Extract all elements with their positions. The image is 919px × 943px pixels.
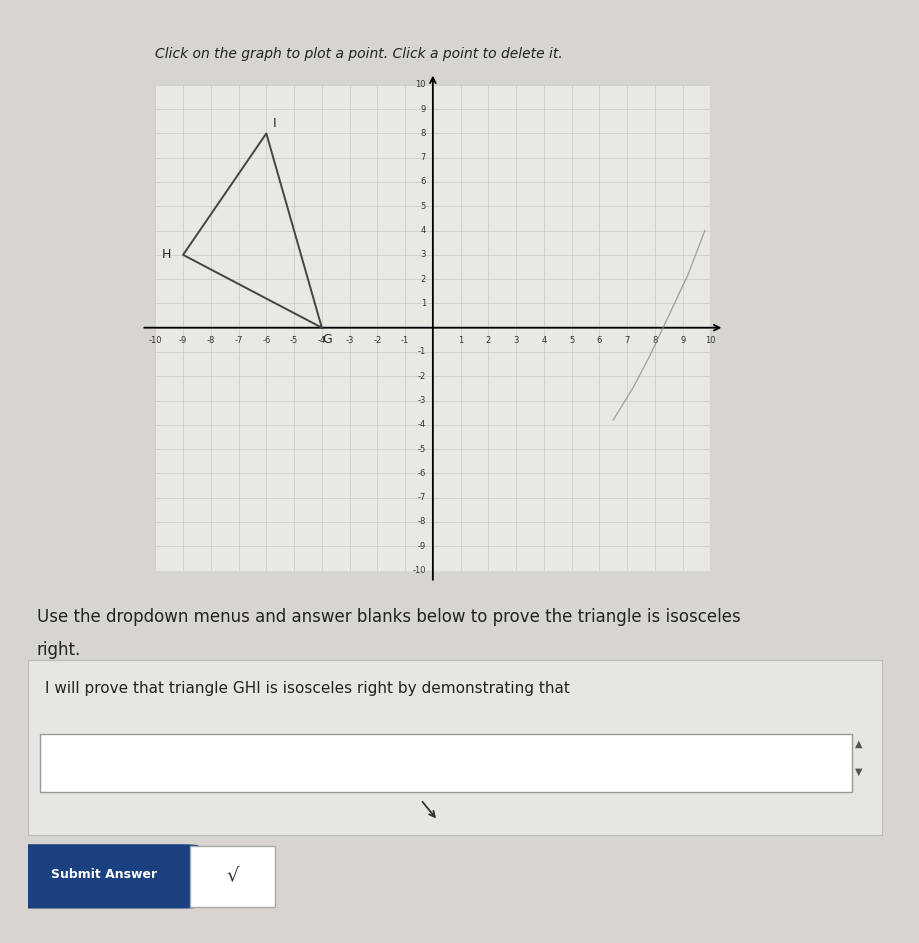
FancyBboxPatch shape: [10, 845, 199, 908]
Text: 10: 10: [705, 337, 716, 345]
Text: 10: 10: [415, 80, 425, 90]
Text: 2: 2: [421, 274, 425, 284]
Text: ▼: ▼: [855, 767, 862, 777]
Text: -6: -6: [417, 469, 425, 478]
Text: 7: 7: [421, 153, 425, 162]
Text: -7: -7: [234, 337, 243, 345]
Text: -3: -3: [417, 396, 425, 405]
Text: 3: 3: [421, 250, 425, 259]
Text: -9: -9: [417, 541, 425, 551]
Text: -4: -4: [417, 421, 425, 429]
Text: H: H: [162, 248, 171, 261]
Text: G: G: [323, 333, 333, 346]
Text: -1: -1: [401, 337, 409, 345]
Text: 1: 1: [421, 299, 425, 308]
Text: 4: 4: [541, 337, 547, 345]
Text: 9: 9: [680, 337, 686, 345]
Text: 2: 2: [486, 337, 491, 345]
Text: right.: right.: [37, 641, 81, 659]
Text: 9: 9: [421, 105, 425, 114]
Text: -2: -2: [417, 372, 425, 381]
Text: 6: 6: [421, 177, 425, 187]
Text: -3: -3: [346, 337, 354, 345]
Text: √: √: [226, 865, 239, 885]
Text: Click on the graph to plot a point. Click a point to delete it.: Click on the graph to plot a point. Clic…: [155, 47, 563, 61]
Text: -10: -10: [149, 337, 162, 345]
Text: -7: -7: [417, 493, 425, 503]
Text: -1: -1: [417, 347, 425, 356]
Text: 6: 6: [596, 337, 602, 345]
Text: Submit Answer: Submit Answer: [51, 869, 157, 881]
Text: 5: 5: [421, 202, 425, 211]
Text: -10: -10: [413, 566, 425, 575]
Text: 3: 3: [514, 337, 519, 345]
Text: 4: 4: [421, 226, 425, 235]
Text: 1: 1: [458, 337, 463, 345]
Text: I will prove that triangle GHI is isosceles right by demonstrating that: I will prove that triangle GHI is isosce…: [45, 681, 570, 696]
Text: ▲: ▲: [855, 738, 862, 749]
Text: 7: 7: [624, 337, 630, 345]
FancyBboxPatch shape: [190, 846, 276, 907]
Text: 5: 5: [569, 337, 574, 345]
FancyBboxPatch shape: [40, 735, 852, 792]
Text: -9: -9: [179, 337, 187, 345]
Text: -5: -5: [290, 337, 298, 345]
Text: -2: -2: [373, 337, 381, 345]
Text: Use the dropdown menus and answer blanks below to prove the triangle is isoscele: Use the dropdown menus and answer blanks…: [37, 608, 741, 626]
Text: -8: -8: [417, 518, 425, 526]
Text: -6: -6: [262, 337, 270, 345]
Text: 8: 8: [421, 129, 425, 138]
Text: 8: 8: [652, 337, 658, 345]
Text: -5: -5: [417, 444, 425, 454]
Text: -8: -8: [207, 337, 215, 345]
Text: I: I: [273, 117, 277, 130]
Text: -4: -4: [318, 337, 326, 345]
